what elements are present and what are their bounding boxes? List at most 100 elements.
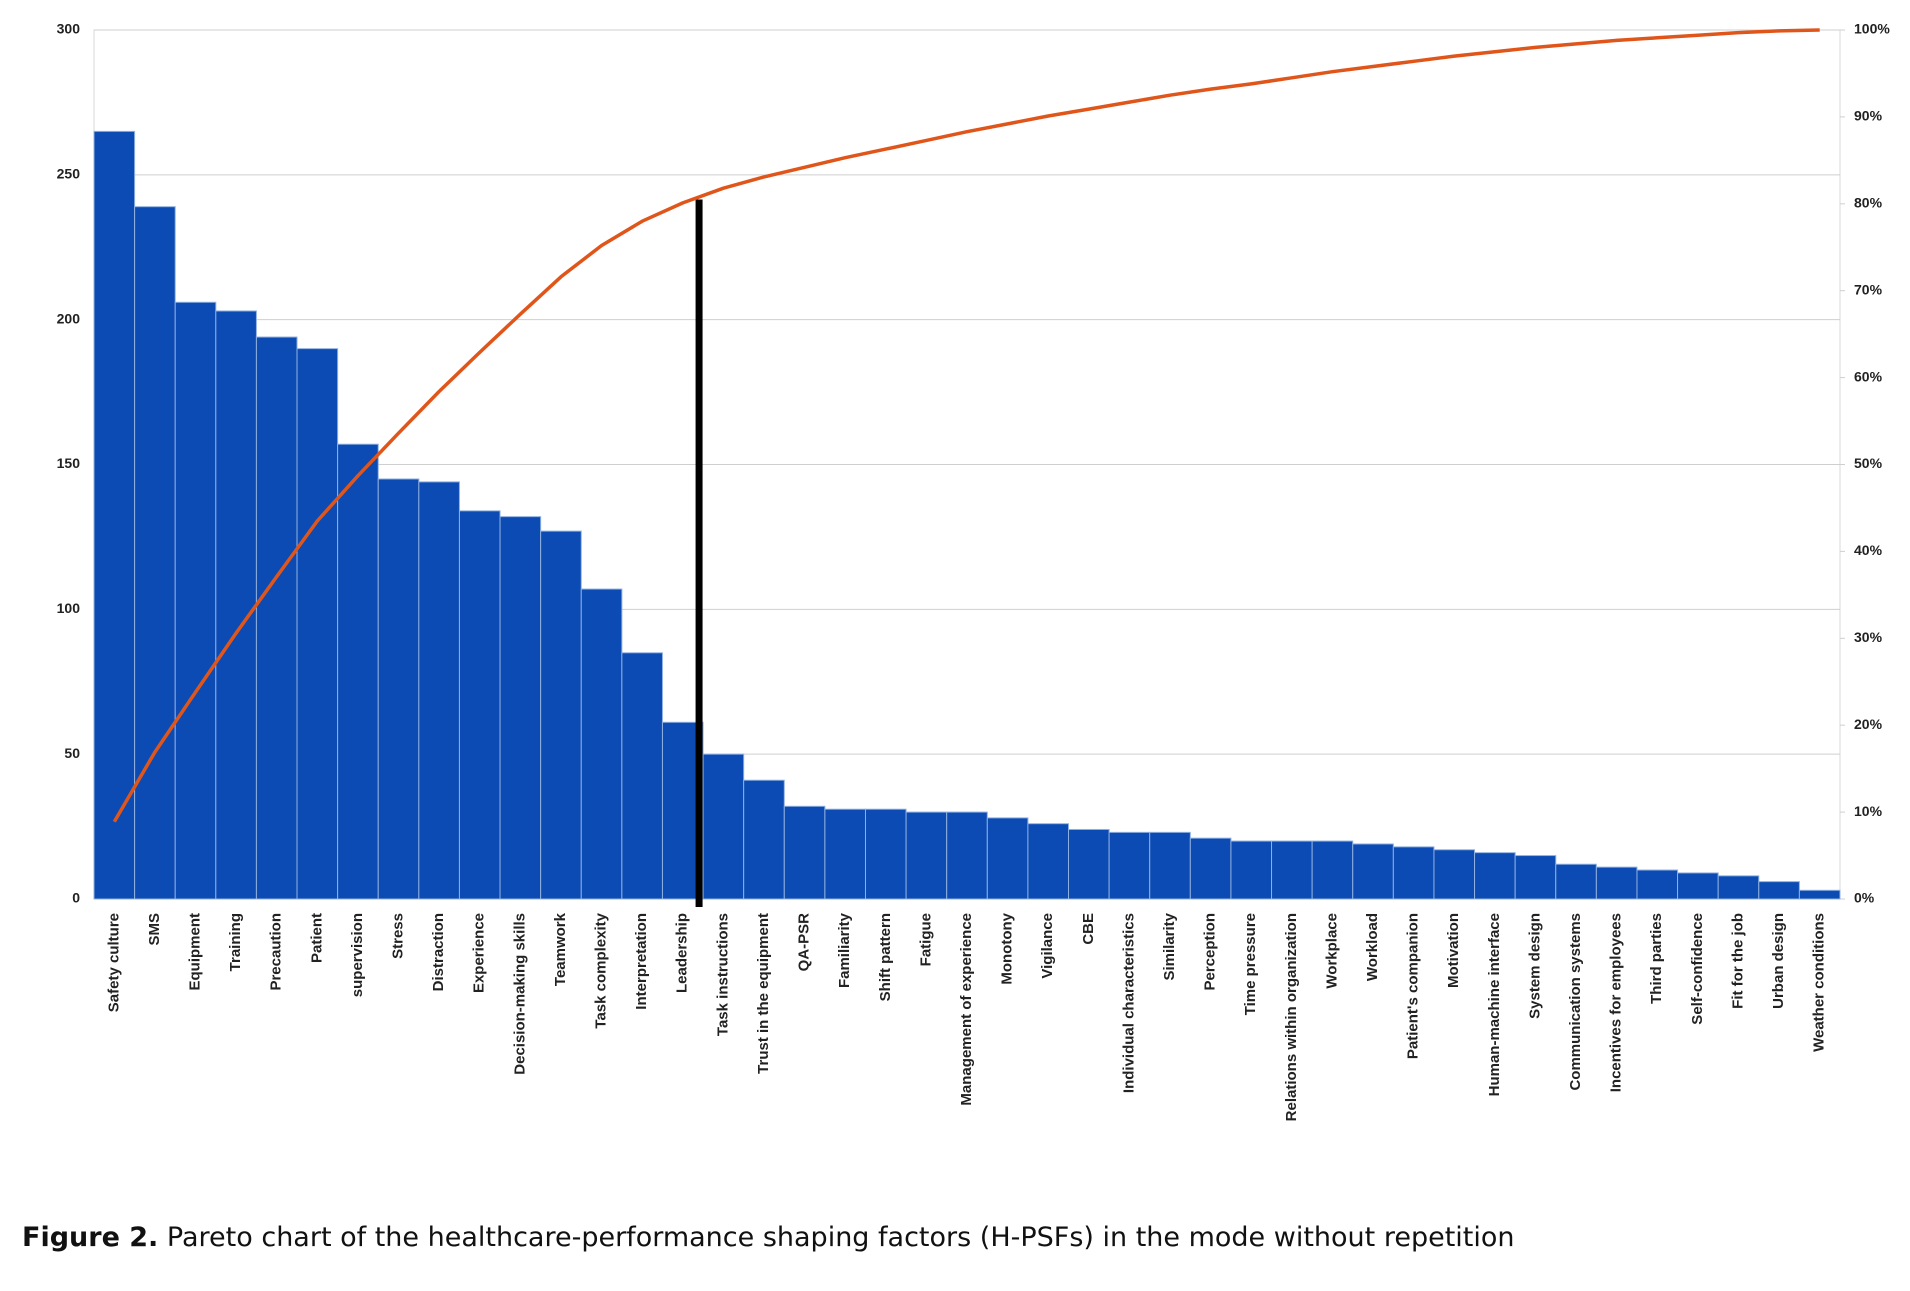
- x-tick-label: Patient: [308, 913, 325, 963]
- x-tick-label: CBE: [1080, 913, 1097, 945]
- x-tick-label: Equipment: [186, 913, 203, 991]
- bar: [1758, 881, 1800, 900]
- bar: [458, 510, 501, 900]
- y2-tick-label: 40%: [1854, 542, 1883, 558]
- bar: [1555, 863, 1597, 900]
- bar: [621, 652, 663, 900]
- x-tick-label: Distraction: [430, 913, 447, 991]
- bar: [1027, 823, 1070, 900]
- x-tick-label: Self-confidence: [1689, 913, 1706, 1025]
- bar: [540, 530, 582, 900]
- bar: [1189, 837, 1232, 900]
- x-tick-label: Vigilance: [1039, 913, 1056, 979]
- x-tick-label: Fatigue: [917, 913, 934, 966]
- x-tick-label: Time pressure: [1242, 913, 1259, 1015]
- chart: 0 50 100 150 200 250 300 0% 10% 20% 30% 40% 50% 60% 70…: [57, 21, 1891, 1122]
- x-tick-label: Interpretation: [633, 913, 650, 1010]
- x-tick-label: Motivation: [1445, 913, 1462, 988]
- x-tick-label: Precaution: [268, 913, 285, 991]
- bar: [1149, 831, 1191, 900]
- bar: [1798, 889, 1841, 900]
- caption-text: Pareto chart of the healthcare-performan…: [166, 1222, 1515, 1253]
- x-tick-label: Human-machine interface: [1486, 913, 1503, 1096]
- bar: [1392, 846, 1435, 900]
- x-tick-label: Leadership: [674, 913, 691, 993]
- x-tick-label: Training: [227, 913, 244, 971]
- x-tick-label: Workload: [1364, 913, 1381, 981]
- bar: [418, 481, 460, 900]
- y2-tick-label: 50%: [1854, 455, 1883, 471]
- bar: [986, 817, 1029, 900]
- x-tick-label: Safety culture: [105, 913, 122, 1012]
- x-tick-label: Urban design: [1770, 913, 1787, 1009]
- bar: [1311, 840, 1354, 900]
- x-tick-label: Teamwork: [552, 912, 569, 986]
- y2-tick-label: 20%: [1854, 716, 1883, 732]
- y-tick-label: 250: [57, 166, 81, 182]
- x-tick-label: System design: [1526, 913, 1543, 1019]
- x-tick-label: Trust in the equipment: [755, 913, 772, 1074]
- bar: [824, 808, 866, 900]
- x-tick-label: Task complexity: [593, 912, 610, 1028]
- bar: [499, 516, 542, 900]
- bar: [743, 779, 785, 900]
- bar: [1068, 828, 1110, 900]
- x-tick-label: Weather conditions: [1811, 913, 1828, 1052]
- bar: [1595, 866, 1638, 900]
- bar: [702, 753, 745, 900]
- bar: [377, 478, 420, 900]
- bar: [1433, 849, 1476, 900]
- x-tick-label: Monotony: [999, 912, 1016, 984]
- caption-label: Figure 2.: [22, 1222, 159, 1253]
- bar: [255, 336, 298, 900]
- x-tick-label: Stress: [390, 913, 407, 959]
- x-tick-label: Perception: [1202, 913, 1219, 991]
- y2-tick-label: 10%: [1854, 803, 1883, 819]
- y-tick-label: 300: [57, 21, 81, 37]
- y2-tick-label: 30%: [1854, 629, 1883, 645]
- bar: [1271, 840, 1313, 900]
- caption: Figure 2. Pareto chart of the healthcare…: [22, 1222, 1515, 1253]
- x-tick-label: Familiarity: [836, 912, 853, 988]
- x-tick-label: Experience: [471, 913, 488, 993]
- x-tick-label: Fit for the job: [1729, 913, 1746, 1009]
- bar: [93, 130, 136, 900]
- bar: [1108, 831, 1151, 900]
- x-tick-label: supervision: [349, 913, 366, 997]
- x-tick-label: Management of experience: [958, 913, 975, 1106]
- bar: [1514, 855, 1557, 900]
- x-tick-label: Task instructions: [714, 913, 731, 1036]
- y2-tick-label: 100%: [1854, 21, 1890, 37]
- x-tick-label: Relations within organization: [1283, 913, 1300, 1121]
- bar: [174, 301, 217, 900]
- x-tick-label: Decision-making skills: [511, 913, 528, 1075]
- y2-tick-label: 0%: [1854, 890, 1875, 906]
- x-tick-label: Shift pattern: [877, 913, 894, 1001]
- x-tick-label: Third parties: [1648, 913, 1665, 1004]
- bar: [1717, 875, 1760, 900]
- x-tick-label: SMS: [146, 913, 163, 946]
- y-tick-label: 150: [57, 455, 81, 471]
- bar: [296, 348, 339, 900]
- bar: [905, 811, 948, 900]
- x-tick-label: Communication systems: [1567, 913, 1584, 1091]
- y-tick-label: 0: [72, 890, 80, 906]
- x-tick-label: Incentives for employees: [1608, 913, 1625, 1092]
- y2-tick-label: 60%: [1854, 368, 1883, 384]
- x-tick-label: Similarity: [1161, 912, 1178, 980]
- x-tick-label: Workplace: [1323, 913, 1340, 989]
- x-tick-label: Individual characteristics: [1120, 913, 1137, 1093]
- bar: [864, 808, 907, 900]
- x-tick-label: QA-PSR: [796, 913, 813, 972]
- y-tick-label: 200: [57, 310, 81, 326]
- y2-tick-label: 70%: [1854, 281, 1883, 297]
- cumulative-line: [112, 28, 1820, 823]
- x-tick-label: Patient's companion: [1405, 913, 1422, 1059]
- y-tick-label: 100: [57, 600, 81, 616]
- bar: [1230, 840, 1273, 900]
- bar: [337, 443, 379, 900]
- bar: [215, 310, 257, 900]
- bar: [580, 588, 623, 900]
- y-tick-label: 50: [64, 745, 80, 761]
